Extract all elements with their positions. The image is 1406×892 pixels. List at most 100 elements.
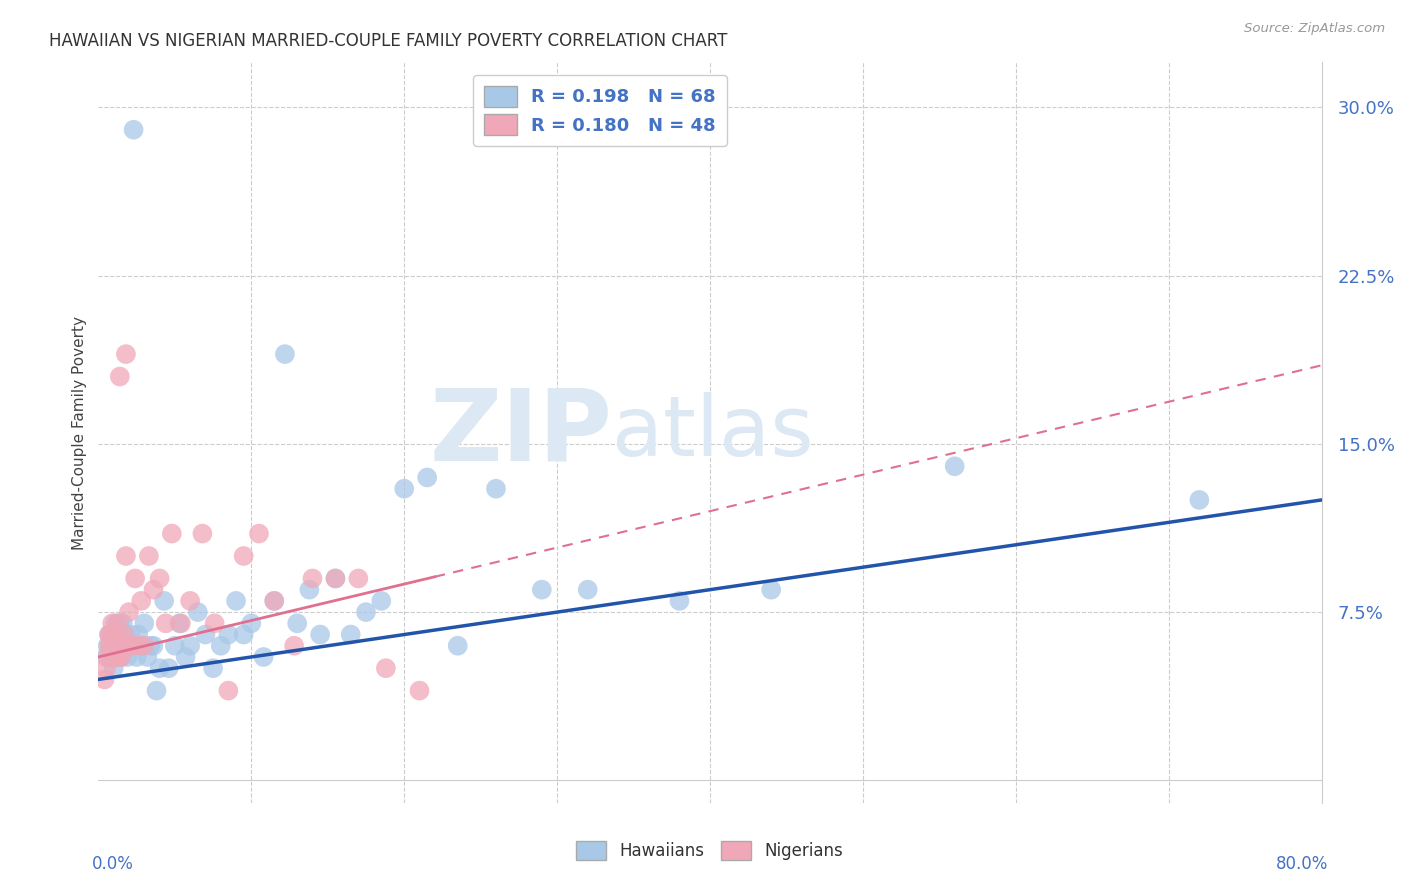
Point <box>117 639 139 653</box>
Point <box>97 639 120 653</box>
Point <box>174 650 197 665</box>
Point <box>129 639 152 653</box>
Legend: Hawaiians, Nigerians: Hawaiians, Nigerians <box>568 832 852 869</box>
Point <box>157 661 180 675</box>
Point <box>298 582 321 597</box>
Point <box>169 616 191 631</box>
Point <box>111 639 134 653</box>
Point <box>179 594 201 608</box>
Point <box>155 616 177 631</box>
Point <box>121 639 143 653</box>
Point <box>325 571 347 585</box>
Point <box>101 639 124 653</box>
Point <box>105 639 128 653</box>
Point <box>347 571 370 585</box>
Point <box>142 639 165 653</box>
Point <box>374 661 396 675</box>
Point <box>110 650 132 665</box>
Point <box>668 594 690 608</box>
Point <box>309 627 332 641</box>
Point <box>149 571 172 585</box>
Point <box>209 639 232 653</box>
Point <box>103 661 125 675</box>
Point <box>115 639 138 653</box>
Point <box>98 627 121 641</box>
Point <box>107 650 129 665</box>
Point <box>129 594 152 608</box>
Point <box>105 639 128 653</box>
Point <box>117 650 139 665</box>
Point <box>247 526 270 541</box>
Point <box>134 616 156 631</box>
Point <box>136 650 159 665</box>
Text: ZIP: ZIP <box>429 384 612 481</box>
Point <box>134 639 156 653</box>
Point <box>139 639 162 653</box>
Text: HAWAIIAN VS NIGERIAN MARRIED-COUPLE FAMILY POVERTY CORRELATION CHART: HAWAIIAN VS NIGERIAN MARRIED-COUPLE FAMI… <box>49 32 728 50</box>
Point <box>263 594 285 608</box>
Point <box>225 594 247 608</box>
Point <box>100 627 122 641</box>
Point <box>576 582 599 597</box>
Point <box>104 616 127 631</box>
Point <box>110 627 132 641</box>
Point <box>121 639 143 653</box>
Point <box>103 639 125 653</box>
Text: 0.0%: 0.0% <box>93 855 134 872</box>
Point <box>217 627 239 641</box>
Point <box>530 582 553 597</box>
Point <box>283 639 305 653</box>
Point <box>232 549 254 563</box>
Point <box>301 571 323 585</box>
Point <box>759 582 782 597</box>
Point <box>94 650 117 665</box>
Point <box>325 571 347 585</box>
Point <box>118 639 141 653</box>
Point <box>108 639 131 653</box>
Point <box>104 650 127 665</box>
Point <box>191 526 214 541</box>
Point <box>170 616 193 631</box>
Point <box>149 661 172 675</box>
Point <box>120 627 142 641</box>
Point <box>252 650 274 665</box>
Point <box>107 627 129 641</box>
Point <box>103 639 125 653</box>
Point <box>108 369 131 384</box>
Point <box>112 627 135 641</box>
Point <box>105 627 128 641</box>
Point <box>98 639 121 653</box>
Point <box>107 616 129 631</box>
Point <box>122 122 145 136</box>
Point <box>111 616 134 631</box>
Point <box>93 673 115 687</box>
Point <box>115 347 138 361</box>
Point <box>943 459 966 474</box>
Point <box>100 639 122 653</box>
Point <box>187 605 209 619</box>
Text: atlas: atlas <box>612 392 814 473</box>
Point <box>1188 492 1211 507</box>
Point <box>447 639 470 653</box>
Point <box>98 627 121 641</box>
Point <box>160 526 183 541</box>
Point <box>108 616 131 631</box>
Point <box>153 594 176 608</box>
Y-axis label: Married-Couple Family Poverty: Married-Couple Family Poverty <box>72 316 87 549</box>
Point <box>103 627 125 641</box>
Point <box>217 683 239 698</box>
Point <box>101 616 124 631</box>
Point <box>485 482 508 496</box>
Point <box>115 549 138 563</box>
Point <box>204 616 226 631</box>
Point <box>124 571 146 585</box>
Point <box>370 594 392 608</box>
Point <box>100 650 122 665</box>
Text: 80.0%: 80.0% <box>1275 855 1327 872</box>
Point <box>408 683 430 698</box>
Point <box>416 470 439 484</box>
Point <box>339 627 361 641</box>
Point <box>138 549 160 563</box>
Point <box>194 627 217 641</box>
Point <box>127 639 149 653</box>
